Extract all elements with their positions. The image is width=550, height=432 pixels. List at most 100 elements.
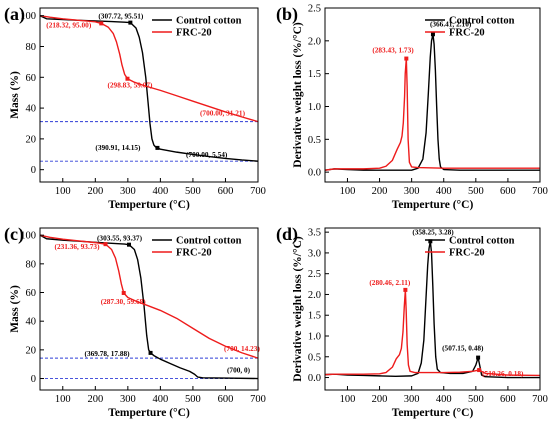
series-line-control-cotton (324, 240, 540, 379)
legend-label: Control cotton (176, 236, 242, 247)
y-axis-label: Mass (%) (9, 285, 21, 333)
x-tick-label: 500 (185, 186, 201, 197)
data-label: (390.91, 14.15) (95, 143, 141, 152)
data-point-marker (403, 287, 408, 292)
y-tick-label: 3.5 (308, 228, 321, 239)
y-tick-label: 100 (20, 231, 36, 242)
x-tick-label: 200 (372, 186, 388, 197)
x-tick-label: 400 (153, 394, 169, 405)
series-line-frc-20 (39, 15, 259, 123)
x-tick-label: 300 (404, 186, 420, 197)
plot-frame (39, 7, 259, 183)
x-axis-label: Temperture (°C) (108, 407, 190, 419)
y-tick-label: 80 (26, 42, 37, 53)
series-line-frc-20 (324, 57, 540, 171)
data-point-marker (428, 239, 433, 244)
data-point-marker (476, 355, 481, 360)
data-point-marker (148, 350, 153, 355)
data-label: (369.78, 17.88) (85, 349, 131, 358)
panel-label: (b) (276, 4, 298, 25)
data-point-marker (155, 145, 160, 150)
chart-panel-c: (c) (303.55, 93.37)(231.36, 93.73) (287.30… (4, 224, 266, 419)
plot-frame (324, 7, 541, 183)
y-tick-label: 0.5 (308, 135, 321, 146)
data-label: (218.32, 95.00) (46, 20, 92, 29)
data-label: (231.36, 93.73) (55, 242, 101, 251)
y-tick-label: 3.0 (308, 248, 321, 259)
panel-label: (c) (4, 224, 24, 245)
legend-label: FRC-20 (449, 28, 485, 39)
y-tick-label: 0.5 (308, 352, 321, 363)
y-tick-label: 2.5 (308, 4, 321, 15)
data-label: (280.46, 2.11) (369, 278, 411, 287)
data-point-marker (121, 290, 126, 295)
legend-label: Control cotton (449, 16, 515, 27)
x-tick-label: 600 (500, 394, 516, 405)
legend-label: FRC-20 (449, 248, 485, 259)
x-tick-label: 400 (436, 186, 452, 197)
panel-label: (a) (4, 4, 25, 25)
data-label: (307.72, 95.51) (98, 12, 144, 21)
x-tick-label: 700 (532, 394, 548, 405)
x-tick-label: 200 (87, 186, 103, 197)
series-line-frc-20 (39, 234, 259, 359)
legend-label: FRC-20 (176, 28, 212, 39)
series-line-control-cotton (324, 33, 540, 171)
data-label: (700, 14.23) (224, 344, 260, 353)
data-label: (700.00, 31.21) (200, 109, 246, 118)
y-tick-label: 0 (31, 165, 36, 176)
data-label: (358.25, 3.28) (412, 227, 454, 236)
x-tick-label: 600 (218, 394, 234, 405)
x-tick-label: 500 (468, 186, 484, 197)
y-tick-label: 2.5 (308, 269, 321, 280)
chart-panel-b: (b) (366.41, 2.10) (283.43, 1.73) 100 200 300… (276, 4, 548, 212)
y-tick-label: 1.0 (308, 332, 321, 343)
y-axis-label: Derivative weight loss (%/°C) (292, 22, 304, 168)
x-tick-label: 100 (340, 394, 356, 405)
x-tick-label: 600 (500, 186, 516, 197)
data-label: (303.55, 93.37) (97, 234, 143, 243)
x-tick-label: 700 (250, 394, 266, 405)
data-point-marker (127, 242, 132, 247)
x-tick-label: 200 (87, 394, 103, 405)
x-tick-label: 300 (120, 394, 136, 405)
y-tick-label: 40 (26, 104, 37, 115)
data-point-marker (103, 242, 108, 247)
y-tick-label: 60 (26, 288, 37, 299)
x-tick-label: 400 (153, 186, 169, 197)
legend-label: Control cotton (449, 236, 515, 247)
y-tick-label: 80 (26, 259, 37, 270)
x-tick-label: 300 (404, 394, 420, 405)
data-label: (700.00, 5.54) (186, 150, 228, 159)
chart-panel-d: (d) (358.25, 3.28) (280.46, 2.11) (507.15, … (276, 224, 548, 419)
y-tick-label: 20 (26, 345, 37, 356)
data-point-marker (477, 368, 482, 373)
x-axis-label: Temperture (°C) (392, 407, 474, 419)
data-point-marker (404, 56, 409, 61)
series-line-control-cotton (39, 15, 259, 162)
x-tick-label: 100 (55, 394, 71, 405)
data-label: (298.83, 59.07) (107, 81, 153, 90)
y-tick-label: 60 (26, 73, 37, 84)
x-tick-label: 200 (372, 394, 388, 405)
x-tick-label: 700 (250, 186, 266, 197)
x-tick-label: 700 (532, 186, 548, 197)
plot-frame (39, 227, 259, 391)
y-axis-label: Mass (%) (9, 71, 21, 119)
y-tick-label: 0.0 (308, 168, 321, 179)
x-axis-label: Temperture (°C) (108, 199, 190, 211)
data-point-marker (125, 76, 130, 81)
data-point-marker (128, 20, 133, 25)
data-label: (507.15, 0.48) (442, 344, 484, 353)
x-tick-label: 400 (436, 394, 452, 405)
x-tick-label: 100 (340, 186, 356, 197)
y-tick-label: 40 (26, 317, 37, 328)
y-tick-label: 100 (20, 11, 36, 22)
chart-panel-a: (a) (307.72, 95.51) (218.32, 95.00) (298.83… (4, 4, 266, 211)
x-axis-label: Temperture (°C) (392, 199, 474, 211)
y-tick-label: 1.5 (308, 69, 321, 80)
y-tick-label: 0.0 (308, 373, 321, 384)
x-tick-label: 500 (185, 394, 201, 405)
y-axis-label: Derivative weight loss (%/°C) (292, 236, 304, 382)
